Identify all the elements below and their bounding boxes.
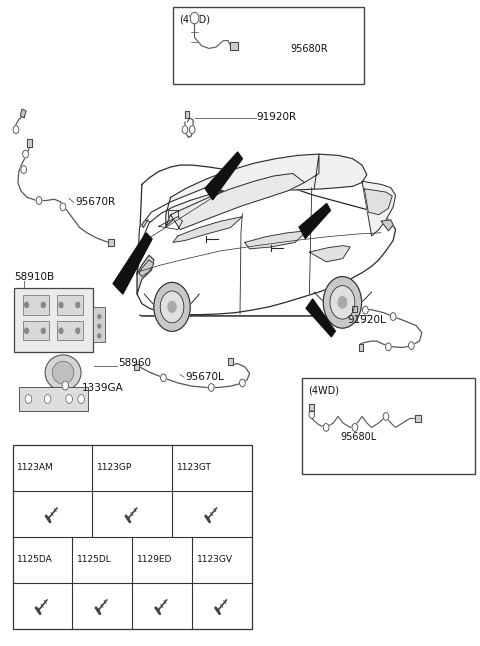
- Circle shape: [330, 286, 355, 319]
- Polygon shape: [362, 181, 396, 236]
- Circle shape: [44, 395, 51, 404]
- Bar: [57, 321, 84, 340]
- Text: 1123AM: 1123AM: [17, 463, 54, 472]
- Text: 95680L: 95680L: [340, 432, 377, 442]
- Bar: [302, 378, 475, 474]
- Text: 95670R: 95670R: [75, 197, 115, 207]
- Polygon shape: [299, 203, 330, 238]
- Text: 95680R: 95680R: [290, 44, 328, 54]
- Circle shape: [23, 151, 28, 158]
- Circle shape: [59, 302, 63, 307]
- Circle shape: [408, 342, 414, 349]
- Polygon shape: [230, 42, 238, 50]
- Circle shape: [160, 374, 166, 382]
- Circle shape: [168, 302, 176, 312]
- Circle shape: [309, 411, 315, 419]
- Circle shape: [78, 395, 84, 404]
- Polygon shape: [381, 220, 393, 231]
- Text: (4WD): (4WD): [308, 386, 339, 395]
- Text: 95670L: 95670L: [185, 371, 224, 382]
- Circle shape: [66, 395, 72, 404]
- Polygon shape: [27, 140, 32, 147]
- Circle shape: [60, 203, 66, 211]
- Circle shape: [59, 328, 63, 333]
- Circle shape: [189, 126, 195, 134]
- Text: 58960: 58960: [118, 358, 151, 368]
- Polygon shape: [173, 216, 242, 242]
- Polygon shape: [352, 306, 357, 311]
- Text: 1123GP: 1123GP: [97, 463, 132, 472]
- Circle shape: [41, 302, 45, 307]
- Polygon shape: [166, 154, 367, 226]
- Polygon shape: [137, 255, 154, 294]
- Bar: [12, 446, 252, 629]
- Polygon shape: [306, 299, 336, 337]
- Ellipse shape: [45, 355, 81, 390]
- Ellipse shape: [52, 361, 74, 384]
- Polygon shape: [134, 364, 140, 370]
- Polygon shape: [359, 344, 363, 351]
- Polygon shape: [364, 189, 392, 214]
- Circle shape: [98, 315, 101, 318]
- Bar: [14, 287, 93, 352]
- Circle shape: [76, 302, 80, 307]
- Circle shape: [190, 12, 199, 24]
- Polygon shape: [139, 260, 154, 276]
- Circle shape: [98, 334, 101, 338]
- Circle shape: [41, 328, 45, 333]
- Bar: [19, 387, 88, 412]
- Circle shape: [182, 126, 188, 134]
- Text: 91920L: 91920L: [348, 315, 386, 325]
- Polygon shape: [108, 239, 114, 245]
- Polygon shape: [310, 404, 314, 412]
- Text: (4WD): (4WD): [179, 15, 210, 25]
- Polygon shape: [185, 111, 190, 118]
- Circle shape: [362, 306, 368, 314]
- Circle shape: [160, 291, 184, 323]
- Polygon shape: [245, 231, 307, 249]
- Circle shape: [154, 282, 190, 331]
- Polygon shape: [228, 358, 232, 365]
- Polygon shape: [137, 165, 396, 315]
- Text: 1125DA: 1125DA: [17, 555, 53, 564]
- Text: 1129ED: 1129ED: [137, 555, 172, 564]
- Polygon shape: [310, 245, 350, 262]
- Circle shape: [25, 395, 32, 404]
- Circle shape: [21, 166, 26, 173]
- Circle shape: [208, 384, 214, 391]
- Bar: [93, 307, 105, 342]
- Circle shape: [76, 328, 80, 333]
- Bar: [173, 7, 364, 85]
- Circle shape: [323, 276, 361, 328]
- Circle shape: [385, 343, 391, 351]
- Polygon shape: [415, 415, 421, 422]
- Circle shape: [24, 302, 28, 307]
- Text: 1123GT: 1123GT: [177, 463, 212, 472]
- Text: 1339GA: 1339GA: [82, 382, 124, 393]
- Polygon shape: [20, 109, 26, 118]
- Text: 91920R: 91920R: [257, 112, 297, 122]
- Text: 58910B: 58910B: [14, 272, 54, 282]
- Text: 1123GV: 1123GV: [197, 555, 233, 564]
- Circle shape: [383, 413, 389, 421]
- Bar: [23, 295, 49, 315]
- Bar: [23, 321, 49, 340]
- Polygon shape: [113, 233, 152, 294]
- Circle shape: [323, 424, 329, 432]
- Circle shape: [352, 424, 358, 432]
- Polygon shape: [205, 152, 242, 200]
- Circle shape: [62, 381, 69, 390]
- Circle shape: [338, 297, 347, 308]
- Circle shape: [13, 126, 19, 134]
- Polygon shape: [170, 173, 305, 229]
- Polygon shape: [142, 220, 148, 227]
- Polygon shape: [137, 186, 223, 275]
- Circle shape: [98, 324, 101, 328]
- Text: 1125DL: 1125DL: [77, 555, 112, 564]
- Bar: [57, 295, 84, 315]
- Circle shape: [390, 313, 396, 320]
- Circle shape: [36, 196, 42, 204]
- Circle shape: [240, 379, 245, 387]
- Circle shape: [24, 328, 28, 333]
